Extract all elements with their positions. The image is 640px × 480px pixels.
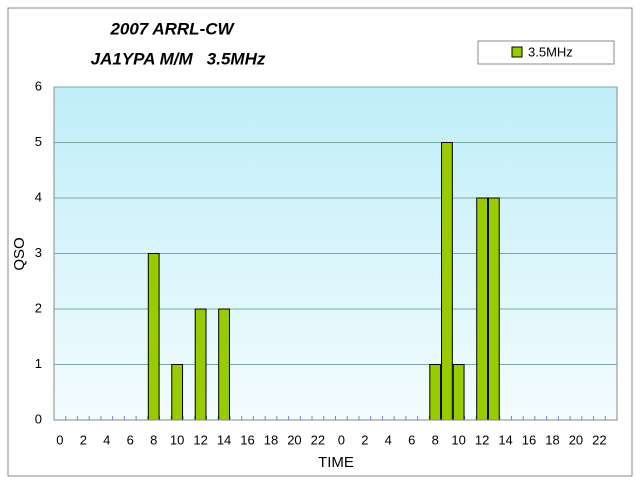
legend-label: 3.5MHz [528, 44, 573, 59]
x-tick-label: 10 [170, 432, 184, 447]
bar [194, 308, 207, 421]
bar [171, 364, 184, 421]
bar [429, 364, 442, 421]
bar [487, 197, 500, 421]
legend-swatch [511, 46, 523, 58]
y-tick-label: 4 [35, 189, 42, 204]
x-tick-label: 20 [569, 432, 583, 447]
x-tick-label: 4 [385, 432, 392, 447]
x-tick-label: 6 [408, 432, 415, 447]
x-tick-label: 18 [545, 432, 559, 447]
x-tick-label: 2 [361, 432, 368, 447]
x-tick-label: 18 [264, 432, 278, 447]
chart-subtitle: JA1YPA M/M 3.5MHz [91, 49, 266, 68]
x-tick-label: 0 [56, 432, 63, 447]
y-tick-label: 3 [35, 245, 42, 260]
y-tick-label: 0 [35, 411, 42, 426]
y-axis-label: QSO [11, 237, 28, 270]
x-tick-label: 4 [103, 432, 110, 447]
bar [218, 308, 230, 421]
x-tick-label: 0 [338, 432, 345, 447]
bar [441, 142, 453, 421]
chart-title: 2007 ARRL-CW [109, 19, 235, 38]
y-tick-label: 1 [35, 356, 42, 371]
x-tick-label: 6 [127, 432, 134, 447]
x-tick-label: 8 [150, 432, 157, 447]
x-tick-label: 12 [193, 432, 207, 447]
bar [147, 253, 160, 421]
x-tick-label: 20 [287, 432, 301, 447]
x-tick-label: 22 [592, 432, 606, 447]
y-tick-label: 2 [35, 300, 42, 315]
y-tick-label: 5 [35, 134, 42, 149]
bar [452, 364, 465, 421]
x-tick-label: 2 [80, 432, 87, 447]
x-tick-label: 22 [311, 432, 325, 447]
x-tick-label: 10 [451, 432, 465, 447]
bar [476, 197, 489, 421]
x-tick-label: 16 [522, 432, 536, 447]
x-tick-label: 8 [432, 432, 439, 447]
x-axis-label: TIME [318, 454, 354, 471]
x-tick-label: 14 [217, 432, 231, 447]
x-tick-label: 16 [240, 432, 254, 447]
y-tick-label: 6 [35, 78, 42, 93]
x-tick-label: 12 [475, 432, 489, 447]
x-tick-label: 14 [498, 432, 512, 447]
